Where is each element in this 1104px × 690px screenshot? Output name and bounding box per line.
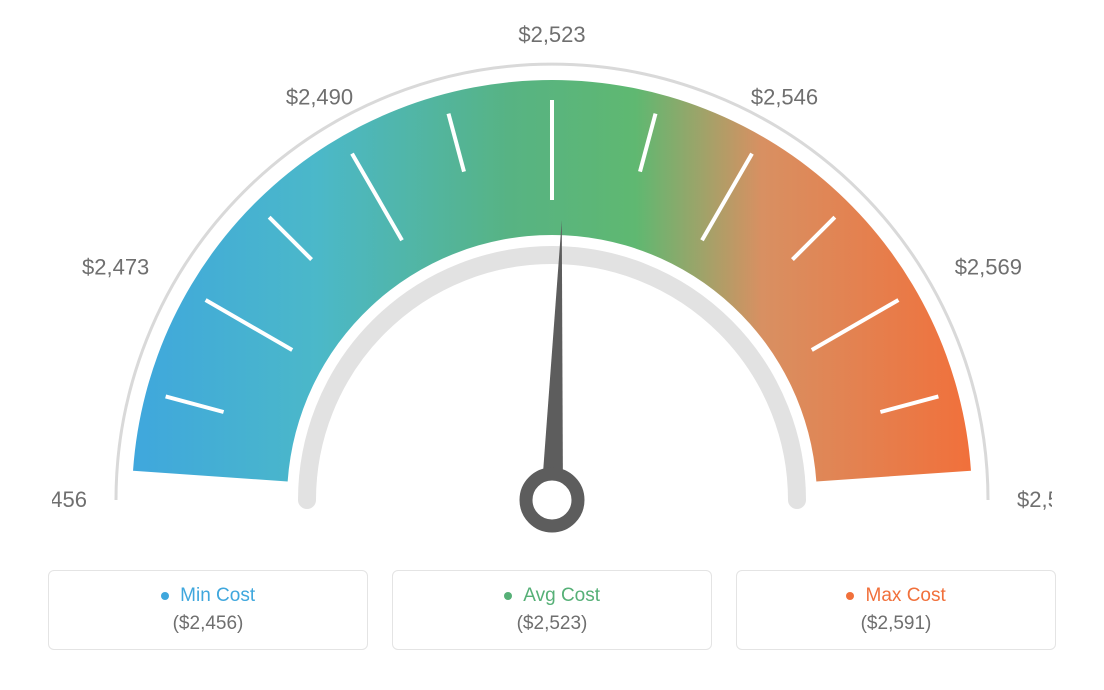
gauge-tick-label: $2,473 bbox=[82, 255, 149, 280]
legend-avg-label: Avg Cost bbox=[393, 585, 711, 607]
legend-avg-label-text: Avg Cost bbox=[523, 585, 600, 606]
gauge-chart: $2,456 $2,473 $2,490 $2,523 $2,546 $2,569 $2,5… bbox=[52, 20, 1052, 560]
gauge-needle-hub bbox=[526, 474, 578, 526]
gauge-tick-label: $2,456 bbox=[52, 487, 87, 512]
legend-max-value: ($2,591) bbox=[737, 613, 1055, 635]
dot-icon bbox=[846, 592, 854, 600]
legend-min: Min Cost ($2,456) bbox=[48, 570, 368, 650]
gauge-svg: $2,456 $2,473 $2,490 $2,523 $2,546 $2,569 $2,5… bbox=[52, 20, 1052, 560]
legend: Min Cost ($2,456) Avg Cost ($2,523) Max … bbox=[48, 570, 1056, 650]
legend-max: Max Cost ($2,591) bbox=[736, 570, 1056, 650]
gauge-tick-label: $2,490 bbox=[286, 84, 353, 109]
legend-avg-value: ($2,523) bbox=[393, 613, 711, 635]
legend-min-label: Min Cost bbox=[49, 585, 367, 607]
dot-icon bbox=[504, 592, 512, 600]
legend-min-value: ($2,456) bbox=[49, 613, 367, 635]
gauge-tick-label: $2,523 bbox=[518, 22, 585, 47]
legend-max-label-text: Max Cost bbox=[866, 585, 946, 606]
gauge-tick-label: $2,546 bbox=[751, 84, 818, 109]
dot-icon bbox=[161, 592, 169, 600]
legend-max-label: Max Cost bbox=[737, 585, 1055, 607]
gauge-tick-label: $2,569 bbox=[955, 255, 1022, 280]
legend-avg: Avg Cost ($2,523) bbox=[392, 570, 712, 650]
legend-min-label-text: Min Cost bbox=[180, 585, 255, 606]
gauge-tick-label: $2,591 bbox=[1017, 487, 1052, 512]
